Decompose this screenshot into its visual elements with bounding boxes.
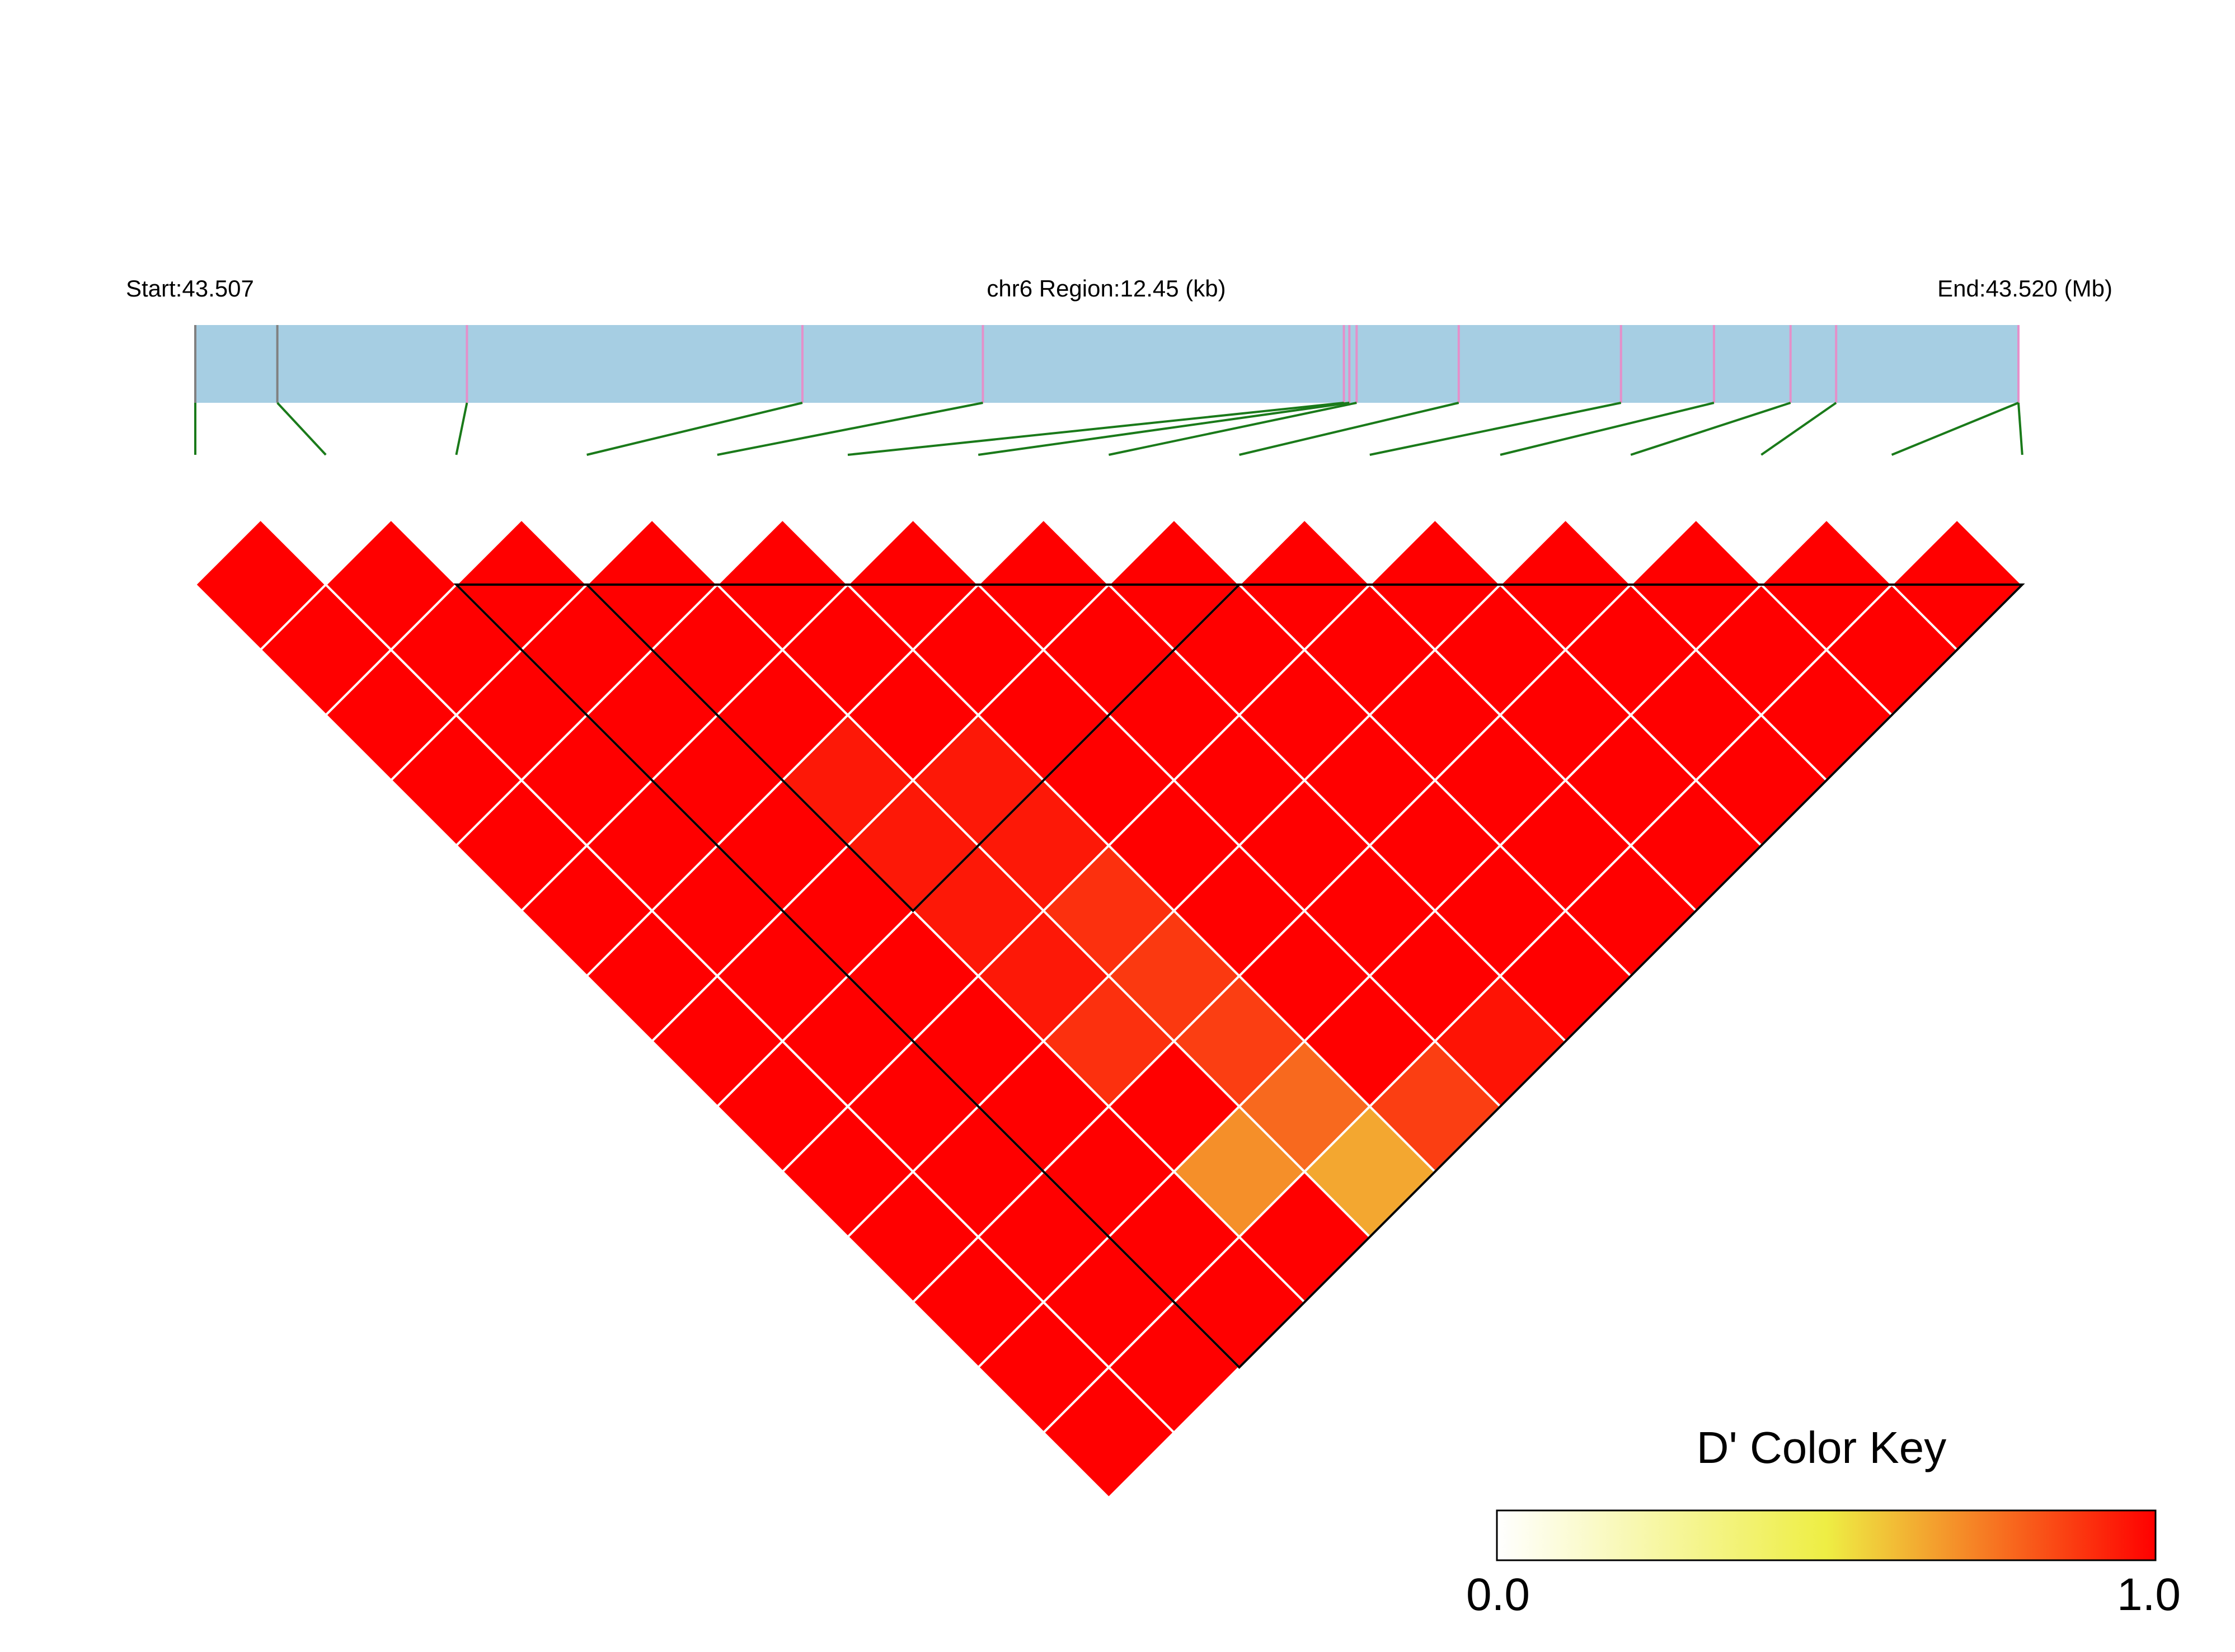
ld-block-outline bbox=[584, 583, 1242, 912]
color-key-title: D' Color Key bbox=[1697, 1423, 1947, 1472]
snp-connector-line bbox=[717, 402, 983, 456]
region-start-label: Start:43.507 bbox=[126, 275, 254, 302]
snp-connector-line bbox=[1108, 402, 1357, 456]
snp-connector-line bbox=[586, 402, 803, 456]
snp-connector-line bbox=[1239, 402, 1459, 456]
snp-connector-line bbox=[276, 402, 327, 456]
color-key-bar bbox=[1496, 1509, 2157, 1561]
snp-connector-line bbox=[1630, 402, 1791, 456]
snp-connector-line bbox=[1760, 402, 1837, 456]
color-key-max-label: 1.0 bbox=[2117, 1569, 2181, 1620]
snp-tick-group bbox=[194, 325, 2020, 403]
ld-cell-group bbox=[194, 517, 2024, 1500]
snp-connector-line bbox=[1369, 402, 1622, 456]
color-key-min-label: 0.0 bbox=[1466, 1569, 1530, 1620]
snp-connector-group bbox=[194, 402, 2023, 456]
snp-connector-line bbox=[847, 402, 1344, 456]
snp-connector-line bbox=[1891, 402, 2019, 456]
region-end-label: End:43.520 (Mb) bbox=[1937, 275, 2112, 302]
ld-block-outline-group bbox=[453, 583, 2025, 1369]
region-title-label: chr6 Region:12.45 (kb) bbox=[987, 275, 1226, 302]
snp-connector-line bbox=[455, 402, 468, 455]
snp-connector-line bbox=[978, 402, 1350, 456]
snp-connector-line bbox=[2017, 402, 2023, 455]
snp-connector-line bbox=[1500, 402, 1715, 456]
region-bar bbox=[195, 325, 2018, 403]
